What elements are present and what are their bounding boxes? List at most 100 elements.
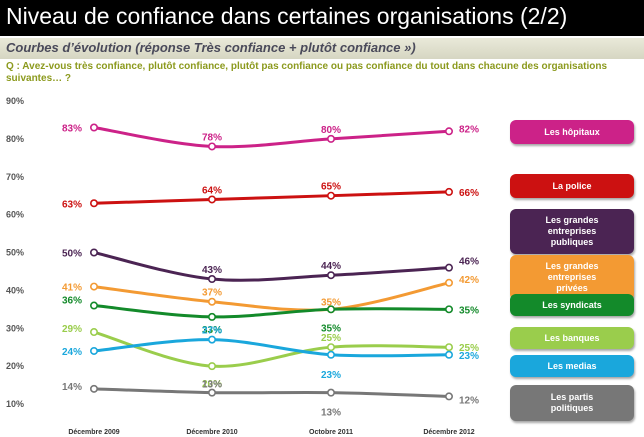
legend-label: Les grandes entreprises privées <box>545 261 599 293</box>
data-label: 35% <box>459 305 479 316</box>
data-point <box>90 384 99 393</box>
data-point <box>444 127 453 136</box>
data-point <box>326 350 335 359</box>
series-line <box>93 330 450 368</box>
data-point <box>90 199 99 208</box>
y-tick-label: 20% <box>6 361 24 371</box>
data-label: 83% <box>62 124 82 135</box>
data-label: 14% <box>62 382 82 393</box>
y-tick-label: 40% <box>6 285 24 295</box>
x-tick-label: Octobre 2011 <box>309 429 353 436</box>
data-label: 23% <box>321 370 341 381</box>
data-point <box>90 282 99 291</box>
legend-label: Les grandes entreprises publiques <box>545 215 599 247</box>
data-label: 37% <box>202 288 222 299</box>
data-label: 13% <box>202 380 222 391</box>
data-point <box>208 362 217 371</box>
data-label: 25% <box>321 333 341 344</box>
data-label: 63% <box>62 199 82 210</box>
data-point <box>208 388 217 397</box>
data-label: 13% <box>321 408 341 419</box>
x-tick-label: Décembre 2012 <box>423 429 474 436</box>
legend-label: Les partis politiques <box>550 392 594 413</box>
data-point <box>444 305 453 314</box>
data-point <box>326 271 335 280</box>
data-label: 65% <box>321 182 341 193</box>
data-point <box>326 191 335 200</box>
data-point <box>90 346 99 355</box>
x-tick-label: Décembre 2009 <box>68 429 119 436</box>
data-label: 36% <box>62 296 82 307</box>
x-tick-label: Décembre 2010 <box>186 429 237 436</box>
y-tick-label: 80% <box>6 134 24 144</box>
data-label: 12% <box>459 395 479 406</box>
legend-item: Les grandes entreprises publiques <box>510 209 634 254</box>
data-label: 42% <box>459 275 479 286</box>
series-line <box>93 251 450 282</box>
data-point <box>90 301 99 310</box>
data-label: 78% <box>202 132 222 143</box>
data-label: 50% <box>62 249 82 260</box>
series-line <box>93 281 450 312</box>
subtitle-bar: Courbes d’évolution (réponse Très confia… <box>0 38 644 59</box>
data-label: 24% <box>62 347 82 358</box>
data-point <box>444 263 453 272</box>
data-label: 33% <box>202 325 222 336</box>
data-point <box>444 278 453 287</box>
data-point <box>90 328 99 337</box>
data-point <box>208 275 217 284</box>
data-point <box>208 297 217 306</box>
legend-label: La police <box>552 180 592 191</box>
data-point <box>208 335 217 344</box>
page-title: Niveau de confiance dans certaines organ… <box>6 3 568 29</box>
legend-item: Les syndicats <box>510 294 634 316</box>
legend-label: Les syndicats <box>542 299 602 310</box>
title-bar: Niveau de confiance dans certaines organ… <box>0 0 644 36</box>
y-tick-label: 50% <box>6 248 24 258</box>
data-point <box>444 350 453 359</box>
legend-item: Les partis politiques <box>510 385 634 421</box>
data-point <box>90 248 99 257</box>
data-label: 35% <box>321 297 341 308</box>
page-subtitle: Courbes d’évolution (réponse Très confia… <box>6 40 416 55</box>
data-label: 43% <box>202 265 222 276</box>
data-point <box>326 305 335 314</box>
data-label: 64% <box>202 185 222 196</box>
legend-label: Les medias <box>547 360 597 371</box>
legend-label: Les banques <box>544 332 600 343</box>
y-tick-label: 90% <box>6 96 24 106</box>
legend-item: Les medias <box>510 355 634 377</box>
y-tick-label: 10% <box>6 399 24 409</box>
data-point <box>326 134 335 143</box>
data-point <box>444 392 453 401</box>
y-tick-label: 70% <box>6 172 24 182</box>
data-label: 35% <box>321 323 341 334</box>
legend-item: Les banques <box>510 327 634 349</box>
legend-item: Les grandes entreprises privées <box>510 255 634 300</box>
series-line <box>93 338 450 358</box>
data-label: 44% <box>321 261 341 272</box>
data-point <box>90 123 99 132</box>
data-label: 27% <box>202 326 222 337</box>
data-label: 20% <box>202 379 222 390</box>
data-label: 25% <box>459 343 479 354</box>
legend-item: Les hôpitaux <box>510 120 634 144</box>
survey-question: Q : Avez-vous très confiance, plutôt con… <box>6 61 608 84</box>
series-line <box>93 190 450 205</box>
data-label: 66% <box>459 188 479 199</box>
data-label: 41% <box>62 283 82 294</box>
legend-label: Les hôpitaux <box>544 126 600 137</box>
series-line <box>93 304 450 319</box>
data-label: 82% <box>459 124 479 135</box>
series-line <box>93 126 450 149</box>
data-point <box>326 343 335 352</box>
data-label: 80% <box>321 125 341 136</box>
data-point <box>326 388 335 397</box>
data-label: 46% <box>459 257 479 268</box>
data-label: 29% <box>62 324 82 335</box>
data-point <box>208 312 217 321</box>
data-label: 23% <box>459 351 479 362</box>
data-point <box>208 142 217 151</box>
y-tick-label: 60% <box>6 210 24 220</box>
